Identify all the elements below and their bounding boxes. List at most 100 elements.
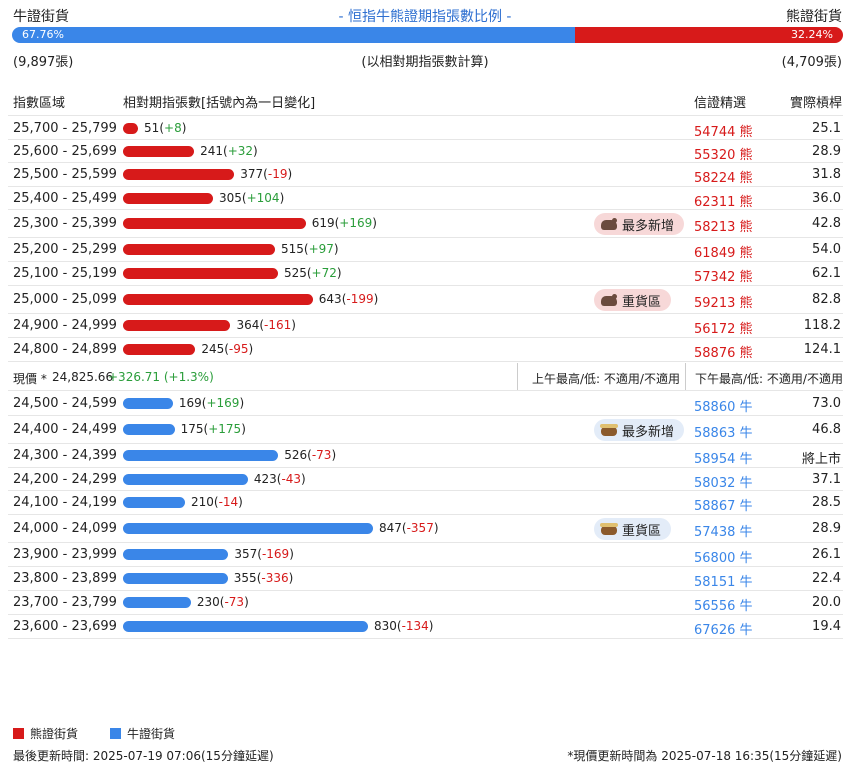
warrant-code-link[interactable]: 55320 熊 [694,148,753,163]
qty-change: +32 [227,144,254,158]
index-range: 25,200 - 25,299 [13,242,117,257]
table-row: 25,200 - 25,299 515(+97) 61849 熊 54.0 [8,238,843,262]
qty-value: 847(-357) [379,521,439,535]
bull-qty-bar [123,523,373,534]
qty-value: 355(-336) [233,571,294,585]
table-row: 23,600 - 23,699 830(-134) 67626 牛 19.4 [8,615,843,639]
warrant-code-link[interactable]: 59213 熊 [694,296,753,311]
effective-leverage: 20.0 [812,595,841,610]
qty-change: +72 [311,266,337,280]
count-note: (以相對期指張數計算) [361,55,489,70]
table-row: 24,000 - 24,099 847(-357) 重貨區 57438 牛 28.9 [8,515,843,543]
bear-ratio-segment: 32.24% [575,27,843,43]
price-value: 24,825.66 [52,370,114,384]
warrant-code-link[interactable]: 57438 牛 [694,525,753,540]
qty-change: +169 [206,396,240,410]
index-range: 25,100 - 25,199 [13,266,117,281]
warrant-code-link[interactable]: 67626 牛 [694,623,753,638]
price-label: 現價 * [13,372,47,386]
bull-icon [600,423,618,437]
bull-ratio-segment: 67.76% [12,27,576,43]
qty-change: -43 [281,472,302,486]
page-title[interactable]: - 恒指牛熊證期指張數比例 - [338,9,512,25]
index-range: 23,800 - 23,899 [13,571,117,586]
index-range: 24,800 - 24,899 [13,342,117,357]
bull-bear-ratio-bar: 67.76% 32.24% [12,27,843,43]
warrant-code-link[interactable]: 61849 熊 [694,246,753,261]
badge-label: 最多新增 [622,424,675,440]
badge-label: 最多新增 [622,218,675,234]
bull-qty-bar [123,573,228,584]
warrant-code-link[interactable]: 58151 牛 [694,575,753,590]
current-price-row: 現價 * 24,825.66 +326.71 (+1.3%) 上午最高/低: 不… [8,363,843,391]
bull-qty-bar [123,450,279,461]
qty-change: -199 [346,292,374,306]
warrant-code-link[interactable]: 58876 熊 [694,346,753,361]
legend-bull: 牛證街貨 [110,725,175,742]
qty-value: 364(-161) [236,318,296,332]
qty-change: +175 [208,422,242,436]
warrant-code-link[interactable]: 58860 牛 [694,400,753,415]
bear-qty-bar [123,244,275,255]
price-change: +326.71 (+1.3%) [108,370,214,384]
effective-leverage: 36.0 [812,191,841,206]
header-divider [8,115,843,116]
legend-bull-label: 牛證街貨 [127,727,176,741]
index-range: 24,000 - 24,099 [13,521,117,536]
bull-highlight-badge: 最多新增 [594,419,685,441]
bear-total-label: 熊證街貨 [786,9,842,25]
warrant-code-link[interactable]: 58213 熊 [694,220,753,235]
warrant-code-link[interactable]: 62311 熊 [694,195,753,210]
warrant-code-link[interactable]: 56172 熊 [694,322,753,337]
bull-count: (9,897張) [13,55,74,70]
effective-leverage: 62.1 [812,266,841,281]
index-range: 24,900 - 24,999 [13,318,117,333]
index-range: 24,300 - 24,399 [13,448,117,463]
table-row: 25,700 - 25,799 51(+8) 54744 熊 25.1 [8,117,843,140]
qty-change: +8 [164,121,182,135]
index-range: 25,000 - 25,099 [13,292,117,307]
warrant-code-link[interactable]: 58867 牛 [694,499,753,514]
bull-qty-bar [123,597,191,608]
effective-leverage: 28.5 [812,495,841,510]
warrant-code-link[interactable]: 58224 熊 [694,171,753,186]
table-row: 24,200 - 24,299 423(-43) 58032 牛 37.1 [8,468,843,491]
bear-count: (4,709張) [781,55,842,70]
qty-change: -14 [218,495,239,509]
index-range: 24,500 - 24,599 [13,396,117,411]
qty-value: 210(-14) [190,495,243,509]
qty-value: 175(+175) [180,422,246,436]
table-row: 25,500 - 25,599 377(-19) 58224 熊 31.8 [8,163,843,187]
bull-qty-bar [123,549,229,560]
badge-label: 重貨區 [622,294,662,310]
bear-qty-bar [123,193,214,204]
index-range: 24,100 - 24,199 [13,495,117,510]
warrant-code-link[interactable]: 54744 熊 [694,125,753,140]
warrant-code-link[interactable]: 58954 牛 [694,452,753,467]
legend-bear-label: 熊證街貨 [30,727,79,741]
legend-bull-swatch [110,728,121,739]
column-header-pick: 信證精選 [694,96,747,111]
table-row: 25,600 - 25,699 241(+32) 55320 熊 28.9 [8,140,843,163]
bull-qty-bar [123,398,173,409]
effective-leverage: 37.1 [812,472,841,487]
legend-bear: 熊證街貨 [13,725,78,742]
index-range: 24,200 - 24,299 [13,472,117,487]
warrant-code-link[interactable]: 56800 牛 [694,551,753,566]
effective-leverage: 26.1 [812,547,841,562]
warrant-code-link[interactable]: 58863 牛 [694,426,753,441]
effective-leverage: 42.8 [812,216,841,231]
warrant-code-link[interactable]: 58032 牛 [694,476,753,491]
qty-value: 619(+169) [311,216,377,230]
bear-qty-bar [123,320,231,331]
qty-value: 643(-199) [318,292,379,306]
qty-value: 305(+104) [219,191,285,205]
warrant-code-link[interactable]: 56556 牛 [694,599,753,614]
qty-change: -19 [267,167,288,181]
effective-leverage: 46.8 [812,422,841,437]
warrant-code-link[interactable]: 57342 熊 [694,270,753,285]
bear-qty-bar [123,344,196,355]
effective-leverage: 將上市 [801,452,841,467]
bull-qty-bar [123,621,368,632]
qty-value: 51(+8) [144,121,187,135]
